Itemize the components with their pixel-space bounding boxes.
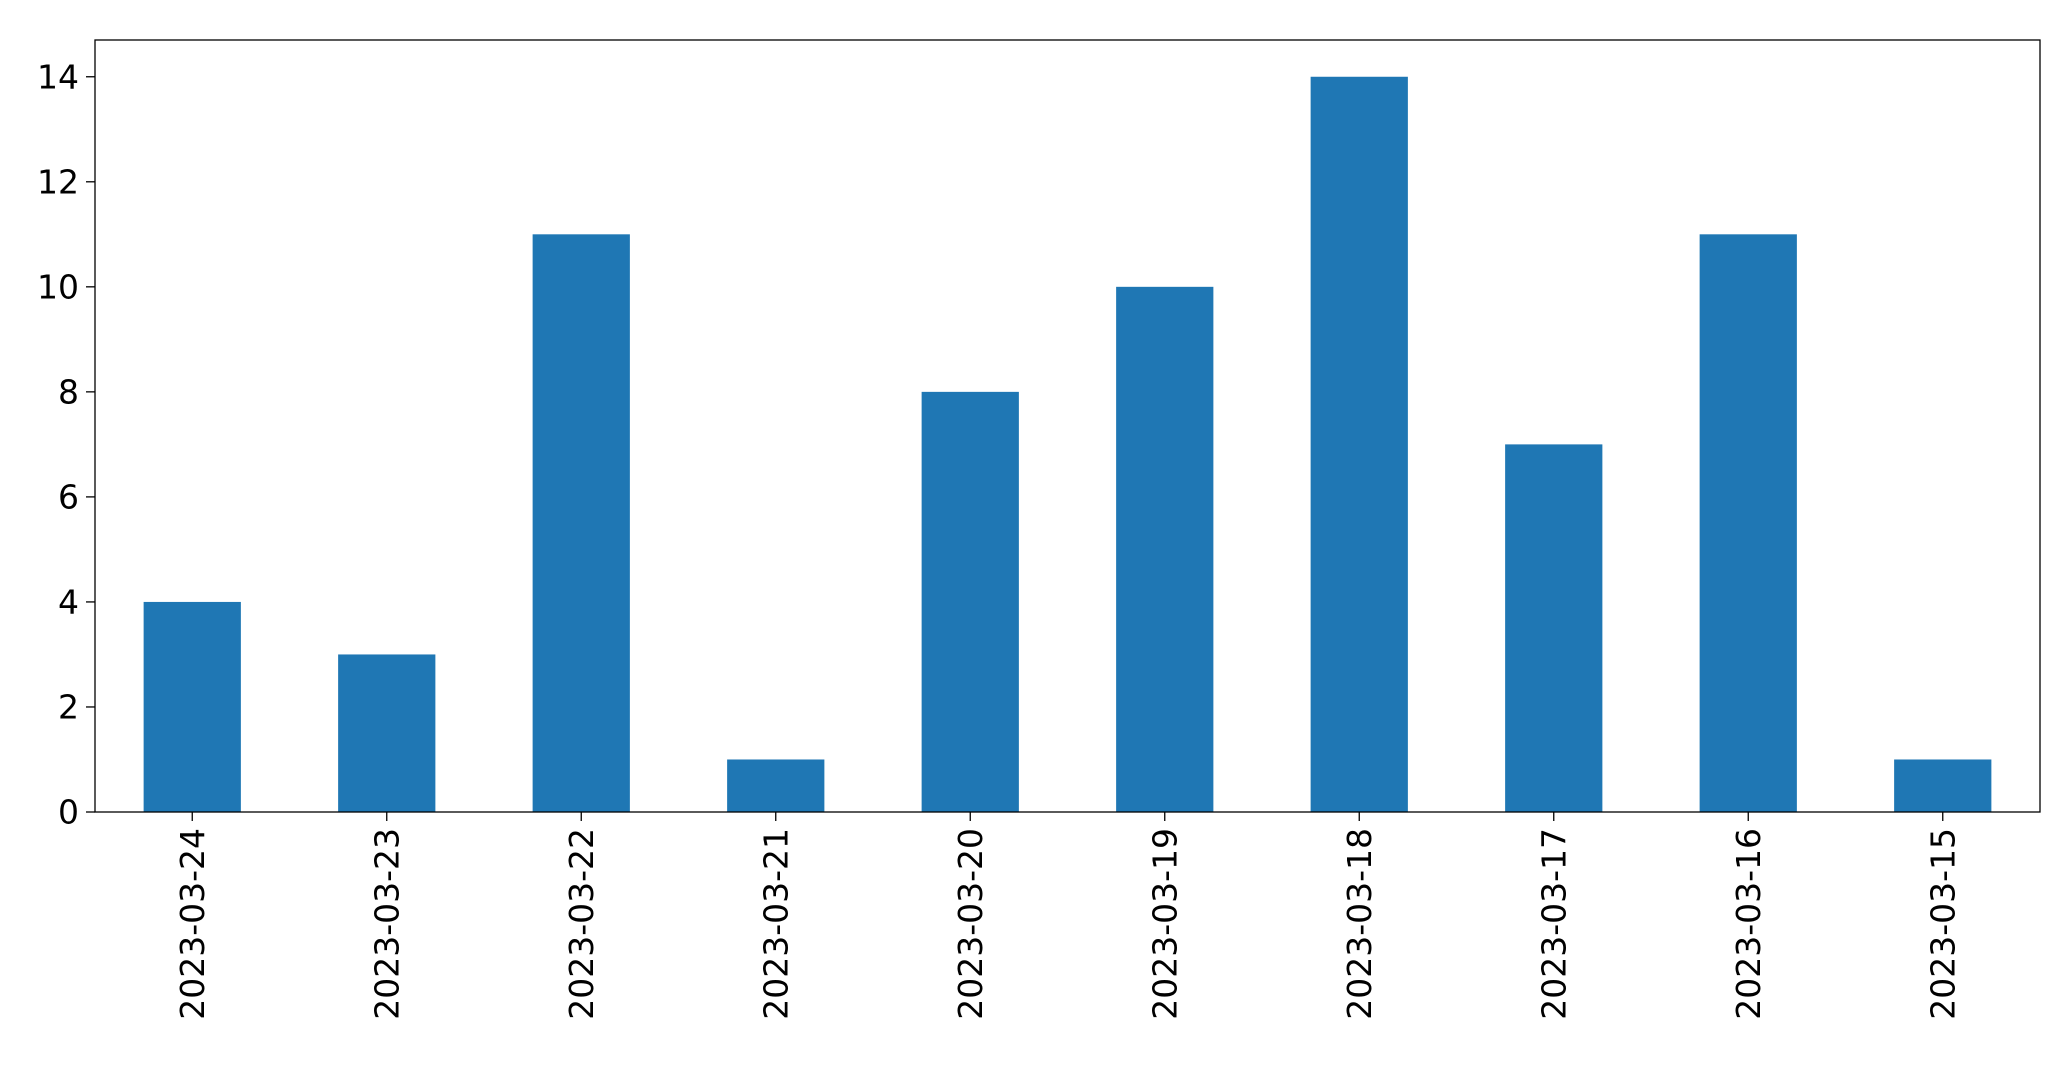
bar-2023-03-18 [1310,76,1408,812]
bar-2023-03-21 [727,759,825,812]
bar-2023-03-17 [1505,444,1603,812]
bar-2023-03-24 [143,601,241,812]
bar-2023-03-19 [1116,286,1214,812]
y-tick-label: 2 [58,687,79,726]
x-tick-label: 2023-03-18 [1340,828,1379,1020]
y-tick-label: 6 [58,477,79,516]
x-tick-label: 2023-03-20 [951,828,990,1020]
y-tick-label: 0 [58,793,79,832]
x-tick-label: 2023-03-22 [562,828,601,1020]
bars-layer [143,76,1992,812]
bar-2023-03-16 [1699,234,1797,812]
y-tick-label: 12 [37,162,79,201]
bar-2023-03-23 [338,654,436,812]
plot-frame [94,39,2041,813]
x-tick-label: 2023-03-15 [1923,828,1962,1020]
x-tick-label: 2023-03-19 [1145,828,1184,1020]
x-tick-label: 2023-03-16 [1729,828,1768,1020]
bar-2023-03-20 [921,391,1019,812]
x-tick-label: 2023-03-24 [173,828,212,1020]
x-axis: 2023-03-24 2023-03-23 2023-03-22 2023-03-21… [173,812,1962,1020]
y-tick-label: 10 [37,267,79,306]
x-tick-label: 2023-03-17 [1534,828,1573,1020]
y-tick-label: 14 [37,57,79,96]
y-tick-label: 8 [58,372,79,411]
y-axis: 0 2 4 6 8 10 12 14 [37,57,95,832]
x-tick-label: 2023-03-23 [367,828,406,1020]
y-tick-label: 4 [58,582,79,621]
bar-2023-03-22 [532,234,630,812]
x-tick-label: 2023-03-21 [756,828,795,1020]
bar-2023-03-15 [1894,759,1992,812]
